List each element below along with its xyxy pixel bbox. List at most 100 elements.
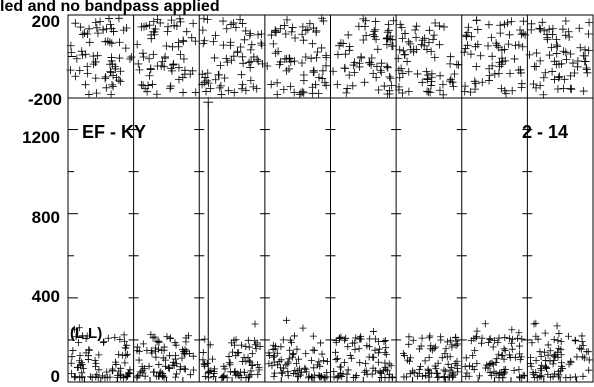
amplitude-point bbox=[285, 355, 293, 363]
phase-point bbox=[399, 46, 408, 55]
phase-point bbox=[83, 62, 92, 71]
phase-point bbox=[161, 52, 170, 61]
phase-point bbox=[78, 51, 87, 60]
amplitude-point bbox=[76, 357, 84, 365]
amplitude-point bbox=[177, 363, 185, 371]
phase-point bbox=[400, 50, 409, 59]
phase-point bbox=[579, 87, 588, 96]
amplitude-point bbox=[316, 362, 324, 370]
amplitude-point bbox=[546, 357, 554, 365]
amplitude-point bbox=[537, 365, 545, 373]
amplitude-point bbox=[332, 356, 340, 364]
phase-point bbox=[580, 57, 589, 66]
phase-point bbox=[135, 65, 144, 74]
amplitude-point bbox=[444, 338, 452, 346]
phase-point bbox=[216, 81, 225, 90]
phase-point bbox=[536, 25, 545, 34]
phase-point bbox=[536, 56, 545, 65]
amplitude-point bbox=[491, 337, 499, 345]
amplitude-point bbox=[440, 366, 448, 374]
amplitude-point bbox=[342, 334, 350, 342]
amplitude-point bbox=[585, 356, 593, 364]
phase-point bbox=[66, 41, 75, 50]
amplitude-point bbox=[78, 361, 86, 369]
amplitude-point bbox=[578, 332, 586, 340]
phase-point bbox=[84, 90, 93, 99]
amplitude-point bbox=[481, 364, 489, 372]
phase-point bbox=[285, 54, 294, 63]
phase-point bbox=[93, 29, 102, 38]
amplitude-point bbox=[246, 358, 254, 366]
amplitude-point bbox=[571, 337, 579, 345]
amplitude-point bbox=[67, 359, 75, 367]
amplitude-point bbox=[165, 364, 173, 372]
amplitude-point bbox=[485, 338, 493, 346]
phase-point bbox=[105, 60, 114, 69]
phase-point bbox=[360, 78, 369, 87]
amplitude-point bbox=[121, 359, 129, 367]
phase-point bbox=[536, 81, 545, 90]
phase-point bbox=[398, 69, 407, 78]
amplitude-point bbox=[73, 363, 81, 371]
amplitude-point bbox=[123, 350, 131, 358]
amplitude-point bbox=[176, 366, 184, 374]
amplitude-point bbox=[500, 369, 508, 377]
amplitude-point bbox=[270, 358, 278, 366]
amplitude-point bbox=[363, 342, 371, 350]
amplitude-point bbox=[233, 349, 241, 357]
phase-point bbox=[566, 49, 575, 58]
amplitude-point bbox=[380, 337, 388, 345]
phase-point bbox=[141, 84, 150, 93]
phase-point bbox=[143, 87, 152, 96]
amplitude-point bbox=[69, 346, 77, 354]
phase-point bbox=[495, 62, 504, 71]
phase-point bbox=[429, 35, 438, 44]
amplitude-point bbox=[527, 362, 535, 370]
amplitude-point bbox=[421, 357, 429, 365]
amplitude-point bbox=[518, 335, 526, 343]
amplitude-point bbox=[232, 336, 240, 344]
phase-point bbox=[539, 73, 548, 82]
amplitude-point bbox=[151, 333, 159, 341]
phase-point bbox=[211, 75, 220, 84]
phase-point bbox=[553, 42, 562, 51]
phase-point bbox=[257, 30, 266, 39]
phase-point bbox=[279, 85, 288, 94]
phase-point bbox=[240, 35, 249, 44]
phase-point bbox=[527, 19, 536, 28]
phase-point bbox=[400, 29, 409, 38]
phase-point bbox=[145, 71, 154, 80]
amplitude-point bbox=[310, 364, 318, 372]
phase-point bbox=[581, 45, 590, 54]
phase-point bbox=[550, 75, 559, 84]
phase-point bbox=[80, 29, 89, 38]
amplitude-point bbox=[171, 339, 179, 347]
amplitude-point bbox=[428, 346, 436, 354]
phase-point bbox=[114, 14, 123, 23]
phase-point bbox=[178, 73, 187, 82]
amplitude-point bbox=[463, 369, 471, 377]
phase-point bbox=[395, 45, 404, 54]
amplitude-point bbox=[70, 373, 78, 381]
amplitude-point bbox=[362, 359, 370, 367]
phase-point bbox=[558, 25, 567, 34]
amplitude-point bbox=[219, 373, 227, 381]
amplitude-point bbox=[269, 341, 277, 349]
amplitude-point bbox=[493, 355, 501, 363]
phase-point bbox=[254, 30, 263, 39]
amplitude-point bbox=[351, 345, 359, 353]
amplitude-point bbox=[495, 350, 503, 358]
phase-point bbox=[163, 27, 172, 36]
phase-point bbox=[93, 51, 102, 60]
phase-point bbox=[121, 44, 130, 53]
phase-point bbox=[167, 16, 176, 25]
amplitude-point bbox=[115, 367, 123, 375]
baseline-label: 2 - 14 bbox=[522, 122, 568, 142]
amplitude-point bbox=[317, 373, 325, 381]
phase-point bbox=[463, 41, 472, 50]
phase-point bbox=[545, 51, 554, 60]
amplitude-point bbox=[508, 326, 516, 334]
phase-point bbox=[206, 84, 215, 93]
phase-point bbox=[388, 35, 397, 44]
amplitude-point bbox=[415, 365, 423, 373]
